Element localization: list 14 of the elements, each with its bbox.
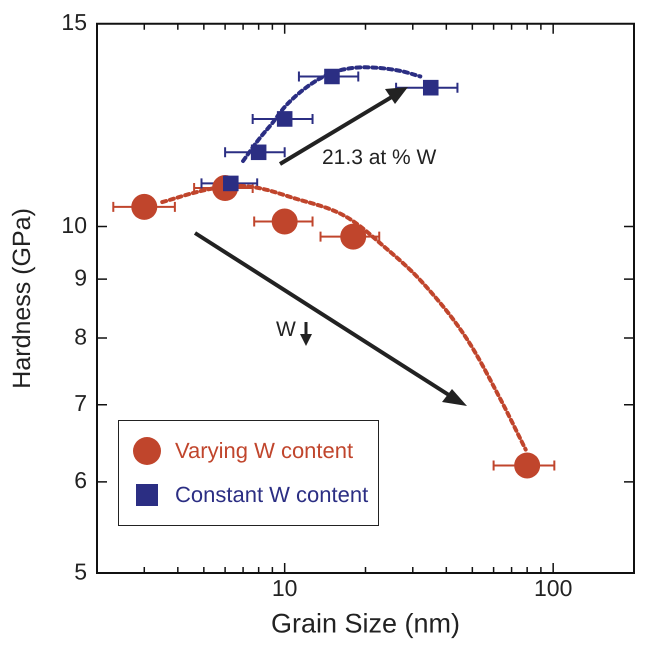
y-axis-title: Hardness (GPa) [8,208,36,389]
y-tick-label: 8 [74,323,87,350]
y-tick-label: 6 [74,467,87,494]
y-tick-label: 7 [74,390,87,416]
y-tick-label: 9 [74,264,87,291]
y-tick-label: 5 [74,558,87,584]
legend-label: Varying W content [175,438,354,464]
y-tick-label: 10 [61,212,87,238]
x-axis-title: Grain Size (nm) [270,608,460,638]
annotation: W [276,318,296,342]
x-tick-label: 100 [534,575,572,602]
legend-label: Constant W content [175,482,368,508]
annotation: 21.3 at % W [322,146,436,170]
y-tick-label: 15 [61,9,87,36]
